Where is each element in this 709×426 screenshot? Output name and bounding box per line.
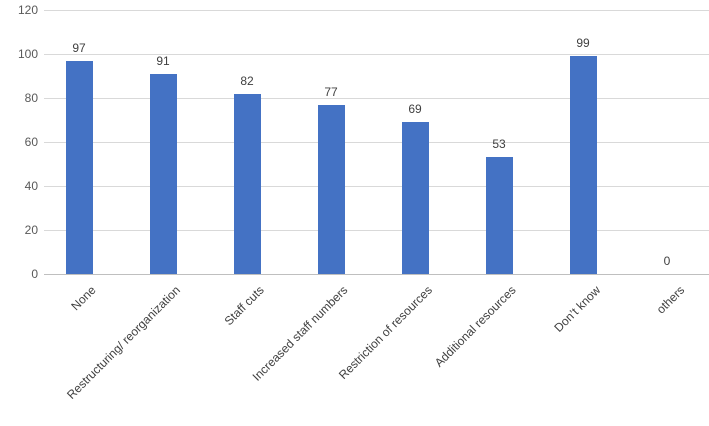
bar-value-label: 69 bbox=[408, 102, 422, 117]
bar bbox=[317, 104, 345, 274]
gridline bbox=[44, 97, 709, 99]
bar-value-label: 53 bbox=[492, 137, 506, 152]
y-axis-tick-label: 120 bbox=[17, 3, 38, 17]
gridline bbox=[44, 9, 709, 11]
y-axis-tick-label: 0 bbox=[31, 267, 38, 281]
bar bbox=[569, 56, 597, 274]
bar bbox=[401, 122, 429, 274]
bar-value-label: 0 bbox=[663, 254, 671, 268]
y-axis-tick-label: 20 bbox=[24, 223, 38, 237]
gridline bbox=[44, 273, 709, 275]
bar-value-label: 99 bbox=[576, 36, 590, 51]
x-category-label: None bbox=[68, 283, 99, 314]
bar bbox=[149, 73, 177, 274]
bar bbox=[65, 60, 93, 274]
bar bbox=[233, 93, 261, 274]
bar bbox=[485, 157, 513, 274]
bar-value-label: 97 bbox=[72, 40, 86, 55]
x-category-label: Increased staff numbers bbox=[250, 283, 351, 384]
y-axis-tick-label: 80 bbox=[24, 91, 38, 105]
gridline bbox=[44, 229, 709, 231]
bar-value-label: 77 bbox=[324, 84, 338, 99]
x-category-label: Restriction of resources bbox=[335, 283, 435, 383]
x-category-label: Staff cuts bbox=[221, 283, 267, 329]
x-category-label: Additional resources bbox=[432, 283, 519, 370]
bar-value-label: 91 bbox=[156, 53, 170, 68]
y-axis-tick-label: 60 bbox=[24, 135, 38, 149]
bar-value-label: 82 bbox=[240, 73, 254, 88]
gridline bbox=[44, 53, 709, 55]
gridline bbox=[44, 141, 709, 143]
x-category-label: Don’t know bbox=[551, 283, 603, 335]
y-axis-tick-label: 40 bbox=[24, 179, 38, 193]
y-axis-tick-label: 100 bbox=[17, 47, 38, 61]
gridline bbox=[44, 185, 709, 187]
x-category-label: others bbox=[653, 283, 687, 317]
